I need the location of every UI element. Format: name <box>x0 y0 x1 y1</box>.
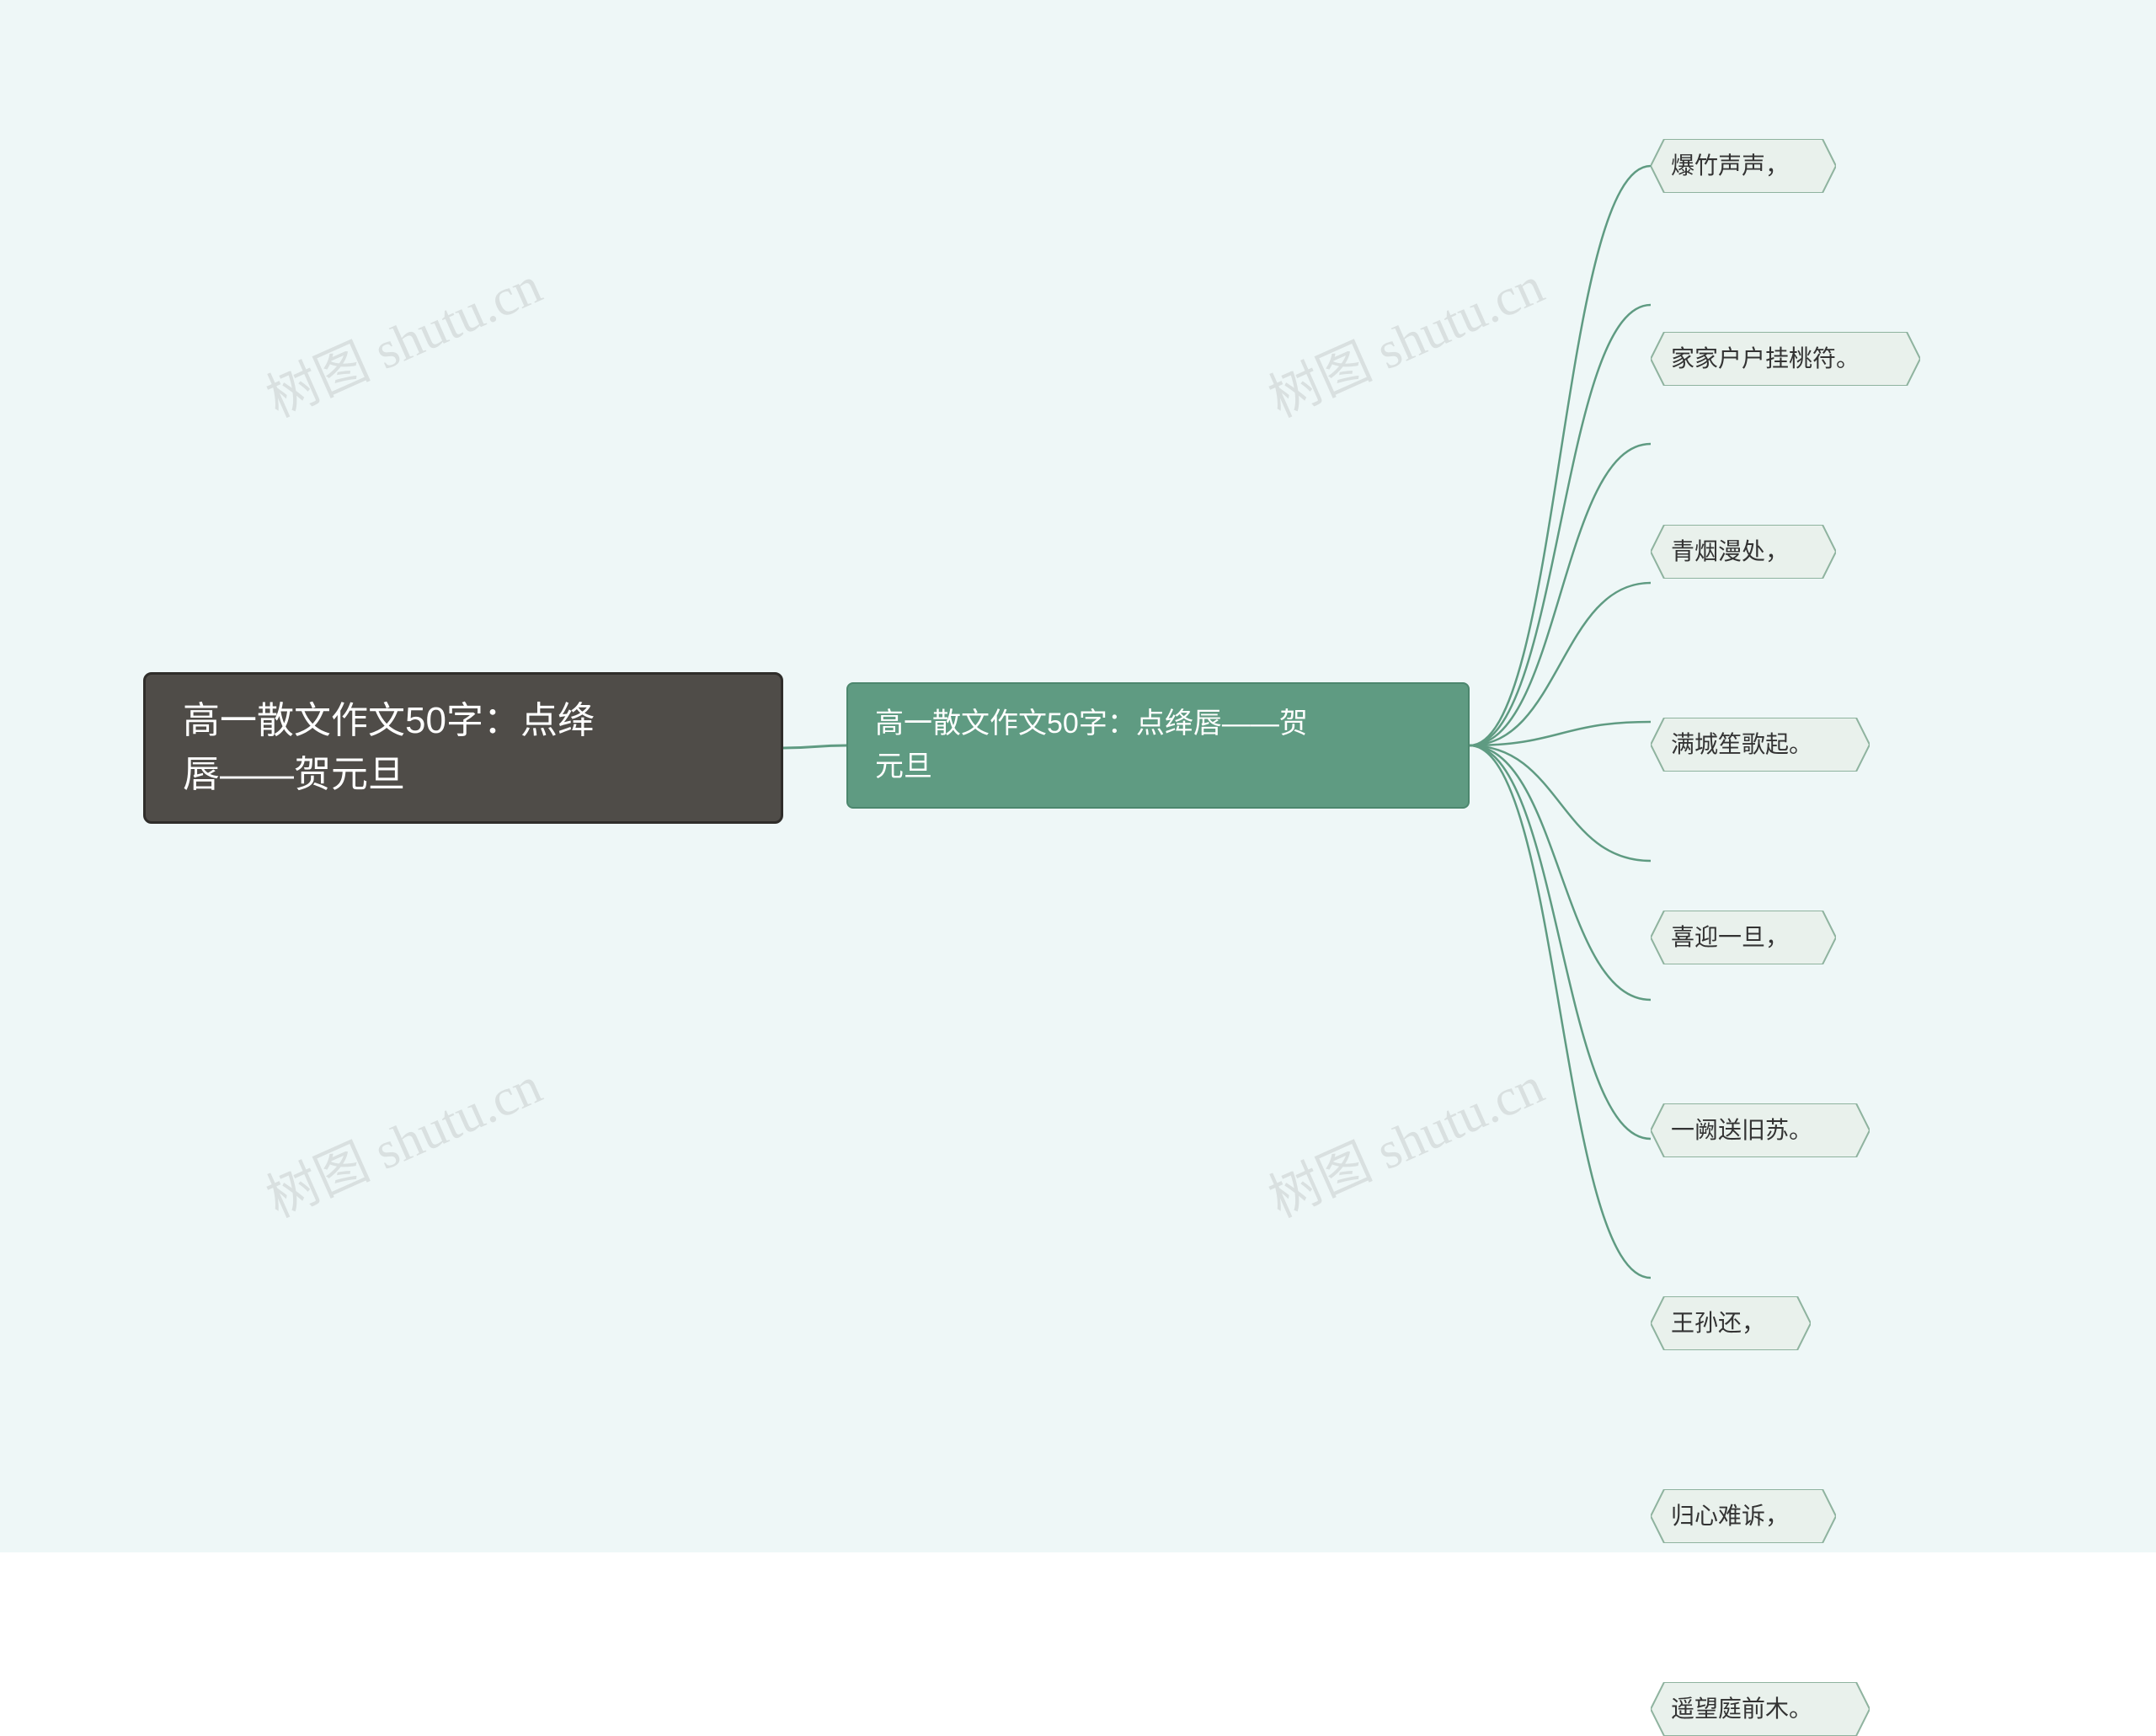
leaf-node[interactable]: 一阙送旧苏。 <box>1651 1103 2156 1157</box>
leaf-node[interactable]: 家家户户挂桃符。 <box>1651 332 2156 386</box>
leaf-node[interactable]: 归心难诉， <box>1651 1489 2156 1543</box>
leaf-node[interactable]: 王孙还， <box>1651 1296 2156 1350</box>
leaf-label: 青烟漫处， <box>1671 537 1789 567</box>
edge <box>1470 583 1651 745</box>
edge <box>1470 444 1651 745</box>
leaf-label: 一阙送旧苏。 <box>1671 1115 1812 1146</box>
leaf-node[interactable]: 满城笙歌起。 <box>1651 718 2156 772</box>
branch-node[interactable]: 高一散文作文50字：点绛唇——贺 元旦 <box>846 682 1470 809</box>
leaf-label: 喜迎一旦， <box>1671 922 1789 953</box>
leaf-node[interactable]: 遥望庭前木。 <box>1651 1682 2156 1736</box>
leaf-label: 遥望庭前木。 <box>1671 1694 1812 1724</box>
leaf-node[interactable]: 喜迎一旦， <box>1651 911 2156 964</box>
leaf-node[interactable]: 青烟漫处， <box>1651 525 2156 579</box>
leaf-label: 家家户户挂桃符。 <box>1671 344 1860 374</box>
edge <box>783 745 846 748</box>
edge <box>1470 745 1651 1000</box>
mindmap-canvas: 高一散文作文50字：点绛 唇——贺元旦高一散文作文50字：点绛唇——贺 元旦 爆竹… <box>0 0 2156 1552</box>
edge <box>1470 745 1651 1278</box>
leaf-label: 归心难诉， <box>1671 1501 1789 1531</box>
leaf-label: 爆竹声声， <box>1671 151 1789 181</box>
edge <box>1470 305 1651 745</box>
root-node[interactable]: 高一散文作文50字：点绛 唇——贺元旦 <box>143 672 783 824</box>
leaf-node[interactable]: 爆竹声声， <box>1651 139 2156 193</box>
leaf-label: 满城笙歌起。 <box>1671 729 1812 760</box>
leaf-label: 王孙还， <box>1671 1308 1765 1338</box>
